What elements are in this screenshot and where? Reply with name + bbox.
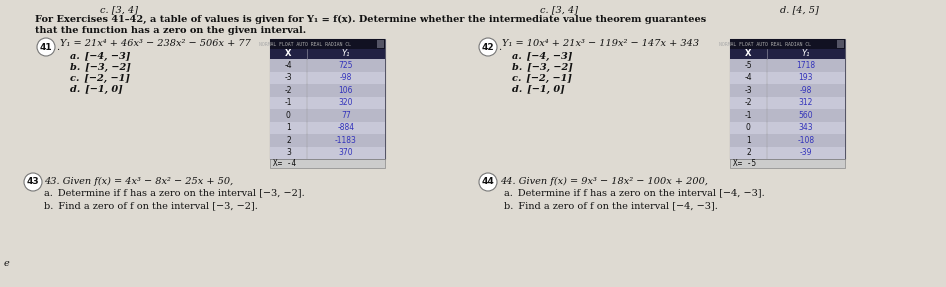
- Text: -4: -4: [285, 61, 292, 70]
- Text: 725: 725: [339, 61, 353, 70]
- Text: 370: 370: [339, 148, 353, 157]
- Text: b. [−3, −2]: b. [−3, −2]: [70, 63, 131, 72]
- Bar: [377, 40, 384, 48]
- Circle shape: [479, 38, 497, 56]
- Text: b. Find a zero of f on the interval [−3, −2].: b. Find a zero of f on the interval [−3,…: [44, 201, 258, 210]
- Bar: [730, 121, 845, 134]
- Text: 560: 560: [798, 111, 814, 120]
- Text: 343: 343: [798, 123, 814, 132]
- Text: 43. Given f(x) = 4x³ − 8x² − 25x + 50,: 43. Given f(x) = 4x³ − 8x² − 25x + 50,: [44, 177, 234, 186]
- Text: 0: 0: [746, 123, 751, 132]
- Bar: [270, 49, 385, 59]
- Bar: [270, 96, 385, 109]
- Text: 320: 320: [339, 98, 353, 107]
- Bar: [730, 96, 845, 109]
- Text: 1718: 1718: [797, 61, 815, 70]
- Text: 1: 1: [746, 136, 751, 145]
- Circle shape: [24, 173, 42, 191]
- Text: 42: 42: [482, 42, 495, 51]
- Text: 41: 41: [40, 42, 52, 51]
- Text: -1: -1: [285, 98, 292, 107]
- Bar: [270, 159, 385, 168]
- Text: 43: 43: [26, 177, 40, 187]
- Text: 44. Given f(x) = 9x³ − 18x² − 100x + 200,: 44. Given f(x) = 9x³ − 18x² − 100x + 200…: [500, 177, 708, 186]
- Text: 44: 44: [482, 177, 495, 187]
- Text: 0: 0: [286, 111, 290, 120]
- Bar: [730, 39, 845, 49]
- Text: b. [−3, −2]: b. [−3, −2]: [512, 63, 573, 72]
- Text: 2: 2: [286, 136, 290, 145]
- Bar: [270, 146, 385, 159]
- Text: 193: 193: [798, 73, 814, 82]
- Text: .: .: [498, 43, 501, 52]
- Circle shape: [479, 173, 497, 191]
- Text: .: .: [56, 43, 59, 52]
- Text: X= -5: X= -5: [733, 159, 756, 168]
- Bar: [270, 109, 385, 121]
- Text: c. [3, 4]: c. [3, 4]: [540, 5, 578, 14]
- Text: -98: -98: [799, 86, 812, 95]
- Bar: [270, 121, 385, 134]
- Text: X: X: [745, 49, 752, 59]
- Text: -4: -4: [745, 73, 752, 82]
- Text: c. [−2, −1]: c. [−2, −1]: [70, 74, 130, 83]
- Text: 2: 2: [746, 148, 751, 157]
- Text: -39: -39: [799, 148, 813, 157]
- Text: 1: 1: [286, 123, 290, 132]
- Text: X: X: [285, 49, 291, 59]
- Bar: [270, 134, 385, 146]
- Circle shape: [37, 38, 55, 56]
- Text: -108: -108: [797, 136, 815, 145]
- Text: NORMAL FLOAT AUTO REAL RADIAN CL: NORMAL FLOAT AUTO REAL RADIAN CL: [719, 42, 811, 46]
- Text: b. Find a zero of f on the interval [−4, −3].: b. Find a zero of f on the interval [−4,…: [504, 201, 718, 210]
- Bar: [270, 84, 385, 96]
- Bar: [270, 39, 385, 49]
- Text: For Exercises 41–42, a table of values is given for Y₁ = f(x). Determine whether: For Exercises 41–42, a table of values i…: [35, 15, 707, 24]
- Text: c. [−2, −1]: c. [−2, −1]: [512, 74, 572, 83]
- Text: NORMAL FLOAT AUTO REAL RADIAN CL: NORMAL FLOAT AUTO REAL RADIAN CL: [258, 42, 351, 46]
- Text: Y₁: Y₁: [801, 49, 810, 59]
- Text: a. [−4, −3]: a. [−4, −3]: [70, 52, 131, 61]
- Text: 77: 77: [341, 111, 351, 120]
- Text: X= -4: X= -4: [273, 159, 296, 168]
- Text: a. [−4, −3]: a. [−4, −3]: [512, 52, 572, 61]
- Bar: [730, 49, 845, 59]
- Text: -5: -5: [745, 61, 752, 70]
- Text: a. Determine if f has a zero on the interval [−4, −3].: a. Determine if f has a zero on the inte…: [504, 188, 764, 197]
- Bar: [270, 59, 385, 71]
- Text: -98: -98: [340, 73, 352, 82]
- Text: d. [−1, 0]: d. [−1, 0]: [70, 85, 123, 94]
- Bar: [730, 159, 845, 168]
- Text: e: e: [4, 259, 9, 268]
- Bar: [730, 84, 845, 96]
- Bar: [837, 40, 844, 48]
- Text: -2: -2: [285, 86, 292, 95]
- Text: 106: 106: [339, 86, 353, 95]
- Text: -1183: -1183: [335, 136, 357, 145]
- Text: c. [3, 4]: c. [3, 4]: [100, 5, 138, 14]
- Text: 3: 3: [286, 148, 290, 157]
- Bar: [730, 134, 845, 146]
- Text: 312: 312: [798, 98, 814, 107]
- Text: a. Determine if f has a zero on the interval [−3, −2].: a. Determine if f has a zero on the inte…: [44, 188, 305, 197]
- Text: that the function has a zero on the given interval.: that the function has a zero on the give…: [35, 26, 307, 35]
- Text: d. [−1, 0]: d. [−1, 0]: [512, 85, 565, 94]
- Bar: [730, 71, 845, 84]
- Bar: [270, 71, 385, 84]
- Text: -884: -884: [338, 123, 355, 132]
- Text: -3: -3: [285, 73, 292, 82]
- Bar: [730, 146, 845, 159]
- Bar: [730, 39, 845, 159]
- Bar: [730, 109, 845, 121]
- Text: -2: -2: [745, 98, 752, 107]
- Text: Y₁ = 10x⁴ + 21x³ − 119x² − 147x + 343: Y₁ = 10x⁴ + 21x³ − 119x² − 147x + 343: [502, 39, 699, 48]
- Text: d. [4, 5]: d. [4, 5]: [780, 5, 818, 14]
- Text: -1: -1: [745, 111, 752, 120]
- Text: Y₁ = 21x⁴ + 46x³ − 238x² − 506x + 77: Y₁ = 21x⁴ + 46x³ − 238x² − 506x + 77: [60, 39, 251, 48]
- Text: Y₁: Y₁: [342, 49, 350, 59]
- Bar: [270, 39, 385, 159]
- Bar: [730, 59, 845, 71]
- Text: -3: -3: [745, 86, 752, 95]
